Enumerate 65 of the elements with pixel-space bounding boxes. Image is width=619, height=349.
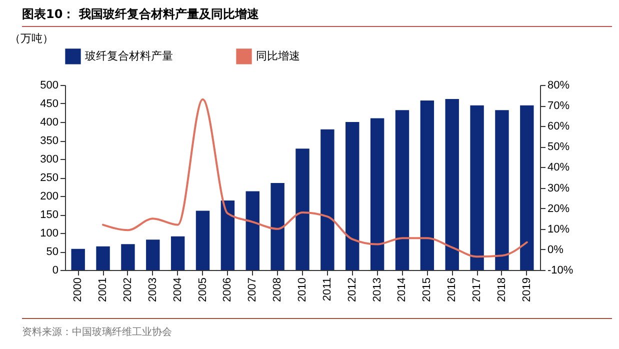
- y-tick-label: 200: [40, 190, 58, 202]
- y-tick-label: 150: [40, 209, 58, 221]
- y-tick-label: 300: [40, 154, 58, 166]
- x-tick-label: 2000: [72, 278, 84, 302]
- bar: [445, 99, 459, 270]
- y2-tick-label: 40%: [548, 162, 570, 174]
- y2-tick-label: -10%: [548, 264, 574, 276]
- bar: [96, 246, 110, 270]
- y-tick-label: 350: [40, 135, 58, 147]
- x-tick-label: 2005: [196, 278, 209, 302]
- x-tick-label: 2007: [246, 278, 259, 302]
- x-tick-label: 2017: [471, 278, 484, 302]
- y2-tick-label: 20%: [548, 202, 570, 215]
- x-tick-label: 2019: [520, 278, 533, 302]
- x-tick-label: 2012: [346, 278, 358, 302]
- legend-label: 同比增速: [256, 49, 300, 62]
- x-tick-label: 2014: [396, 278, 408, 302]
- y-tick-label: 450: [40, 98, 58, 110]
- y-tick-label: 100: [40, 228, 58, 240]
- text: 资料来源：中国玻璃纤维工业协会: [22, 318, 612, 339]
- y2-tick-label: 60%: [548, 120, 570, 133]
- bar: [370, 118, 384, 270]
- bar: [296, 148, 310, 270]
- bar: [495, 110, 509, 270]
- chart-title: 图表10： 我国玻纤复合材料产量及同比增速: [22, 6, 612, 27]
- y2-tick-label: 70%: [548, 100, 570, 112]
- bar: [121, 244, 135, 270]
- y2-tick-label: 10%: [548, 223, 570, 236]
- x-tick-label: 2016: [446, 278, 458, 302]
- x-tick-label: 2004: [172, 278, 184, 302]
- bar: [520, 105, 534, 270]
- x-tick-label: 2015: [421, 278, 434, 302]
- bar: [246, 191, 260, 270]
- bar: [270, 183, 284, 270]
- bar: [170, 236, 185, 270]
- bar: [346, 122, 360, 270]
- x-tick-label: 2013: [371, 278, 384, 302]
- x-tick-label: 2002: [122, 278, 134, 302]
- x-tick-label: 2011: [321, 278, 334, 302]
- y-tick-label: 0: [52, 264, 58, 276]
- bar: [146, 240, 160, 270]
- bar: [470, 105, 484, 270]
- y2-tick-label: 80%: [548, 80, 570, 92]
- bar: [420, 100, 434, 270]
- y-tick-label: 50: [46, 246, 58, 258]
- y-tick-label: 500: [40, 80, 58, 92]
- y2-tick-label: 50%: [548, 141, 570, 154]
- line-series: [102, 98, 528, 258]
- bar: [196, 210, 210, 270]
- legend-label: 玻纤复合材料产量: [85, 49, 173, 62]
- x-tick-label: 2003: [146, 278, 159, 302]
- y-axis-title: （万吨）: [10, 32, 54, 45]
- bar: [220, 200, 235, 270]
- x-tick-label: 2001: [97, 278, 110, 302]
- x-tick-label: 2008: [272, 278, 284, 302]
- x-tick-label: 2018: [496, 278, 508, 302]
- bar: [320, 129, 334, 270]
- y2-tick-label: 30%: [548, 182, 570, 194]
- y2-tick-label: 0%: [548, 244, 564, 256]
- x-tick-label: 2010: [296, 278, 308, 302]
- x-tick-label: 2006: [222, 278, 234, 302]
- bar: [71, 248, 85, 270]
- bar: [395, 110, 410, 270]
- y-tick-label: 400: [40, 116, 58, 128]
- y-tick-label: 250: [40, 172, 58, 184]
